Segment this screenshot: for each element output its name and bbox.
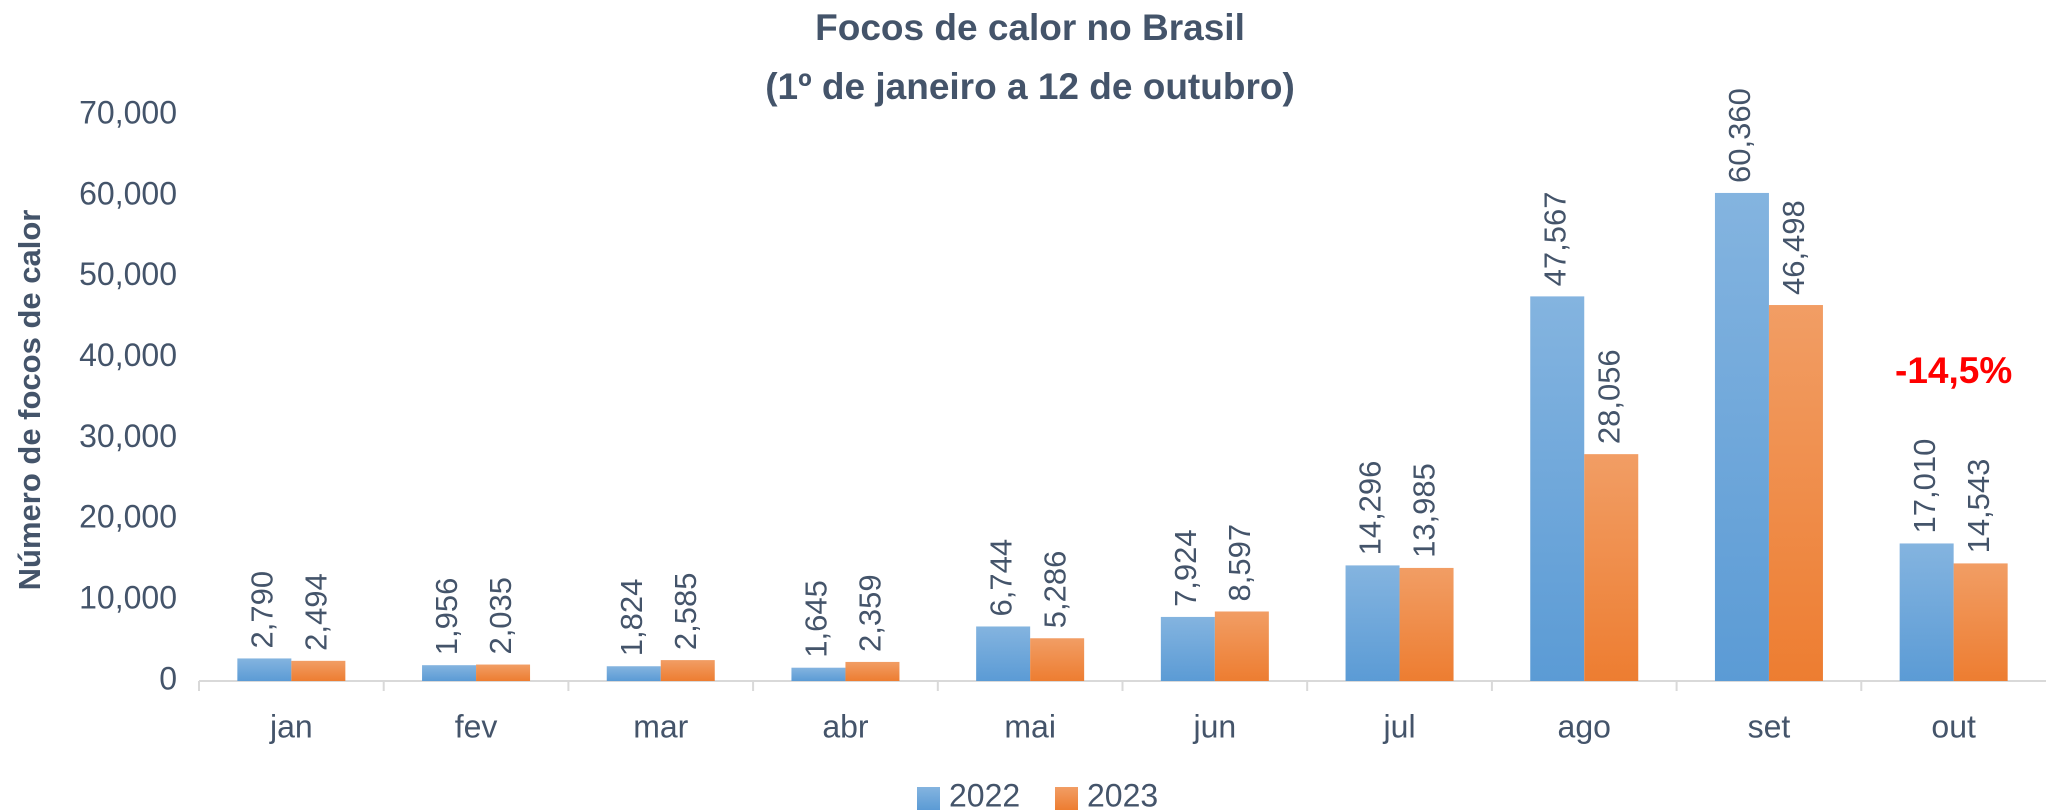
x-tick-label: set (1748, 708, 1791, 744)
y-tick-label: 50,000 (79, 256, 177, 292)
data-label: 2,359 (853, 574, 888, 652)
y-tick-label: 20,000 (79, 499, 177, 535)
bar (660, 660, 715, 681)
data-label: 1,645 (799, 580, 834, 658)
data-label: 2,035 (483, 577, 518, 655)
data-label: 46,498 (1776, 200, 1811, 295)
y-tick-label: 10,000 (79, 580, 177, 616)
x-tick-label: jan (269, 708, 313, 744)
bar (1214, 611, 1269, 681)
data-label: 7,924 (1168, 529, 1203, 607)
x-tick-label: jun (1192, 708, 1236, 744)
bar (1345, 565, 1400, 681)
data-label: 28,056 (1591, 349, 1626, 444)
data-label: 47,567 (1537, 192, 1572, 287)
bar (1768, 305, 1823, 681)
bar (1899, 543, 1954, 681)
data-label: 5,286 (1037, 551, 1072, 629)
chart-subtitle: (1º de janeiro a 12 de outubro) (765, 66, 1295, 107)
bar (1953, 563, 2008, 681)
y-tick-label: 60,000 (79, 175, 177, 211)
data-label: 17,010 (1907, 439, 1942, 534)
bar (237, 658, 292, 681)
data-label: 1,824 (614, 579, 649, 657)
data-label: 6,744 (983, 539, 1018, 617)
annotation: -14,5% (1895, 350, 2012, 391)
bar (476, 664, 531, 681)
bar (1714, 192, 1769, 681)
legend-label: 2022 (949, 777, 1020, 812)
data-label: 60,360 (1722, 88, 1757, 183)
legend-label: 2023 (1087, 777, 1158, 812)
y-axis-label: Número de focos de calor (12, 210, 47, 591)
legend-swatch (1055, 787, 1078, 810)
x-tick-label: fev (455, 708, 498, 744)
x-tick-label: out (1931, 708, 1976, 744)
data-label: 2,585 (668, 573, 703, 651)
bar (976, 626, 1031, 681)
bar (422, 665, 477, 681)
data-label: 1,956 (429, 578, 464, 656)
bar (291, 660, 346, 681)
bar (1399, 567, 1454, 681)
x-tick-label: abr (822, 708, 869, 744)
data-label: 13,985 (1407, 463, 1442, 558)
bar (606, 666, 661, 681)
x-tick-label: jul (1383, 708, 1416, 744)
bar (791, 667, 846, 681)
data-label: 2,494 (299, 573, 334, 651)
chart-title: Focos de calor no Brasil (815, 7, 1245, 48)
x-tick-label: ago (1558, 708, 1611, 744)
y-tick-label: 70,000 (79, 94, 177, 130)
bar (1030, 638, 1085, 681)
x-tick-label: mar (633, 708, 688, 744)
data-label: 14,543 (1961, 459, 1996, 554)
bar (1160, 616, 1215, 681)
y-tick-label: 30,000 (79, 418, 177, 454)
y-tick-label: 40,000 (79, 337, 177, 373)
x-tick-label: mai (1004, 708, 1056, 744)
legend-swatch (917, 787, 940, 810)
data-label: 8,597 (1222, 524, 1257, 602)
bar (1530, 296, 1585, 681)
data-label: 2,790 (245, 571, 280, 649)
bar (845, 661, 900, 681)
y-tick-label: 0 (159, 660, 177, 696)
data-label: 14,296 (1353, 461, 1388, 556)
bar (1584, 454, 1639, 681)
